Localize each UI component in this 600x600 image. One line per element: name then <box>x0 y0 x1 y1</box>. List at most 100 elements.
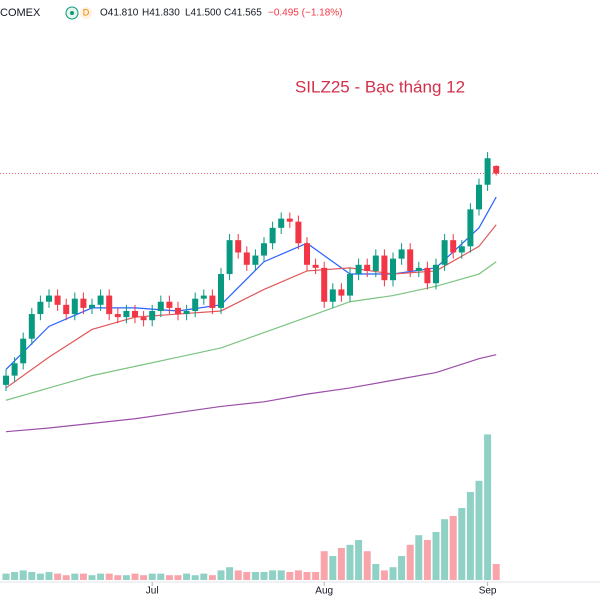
candle-body <box>278 218 285 228</box>
volume-bar <box>183 573 191 580</box>
volume-bar <box>105 573 113 580</box>
candle-body <box>269 227 276 244</box>
low-text: L41.500 <box>185 8 222 19</box>
candle-body <box>381 255 388 281</box>
candle-body <box>243 252 250 265</box>
volume-bar <box>398 556 406 580</box>
volume-bar <box>11 572 19 580</box>
candle-body <box>433 264 439 284</box>
candle-body <box>209 295 216 308</box>
volume-bar <box>208 575 216 580</box>
candle-body <box>3 375 9 385</box>
volume-bar <box>269 570 277 580</box>
open-text: O41.810 <box>100 8 139 19</box>
candle-body <box>123 310 130 318</box>
candle-body <box>200 295 207 299</box>
volume-bars <box>2 434 500 580</box>
volume-bar <box>2 573 10 580</box>
volume-bar <box>372 564 380 580</box>
candle-body <box>46 295 52 302</box>
volume-bar <box>62 575 70 580</box>
candle-body <box>192 298 199 311</box>
volume-bar <box>380 570 388 580</box>
candle-body <box>252 255 259 265</box>
volume-bar <box>406 544 414 580</box>
moving-average <box>5 196 497 370</box>
volume-bar <box>79 573 87 580</box>
candle-body <box>476 184 482 210</box>
candle-body <box>132 310 138 318</box>
candle-body <box>484 158 491 185</box>
candle-body <box>11 363 18 376</box>
volume-bar <box>19 570 27 580</box>
eye-dot <box>70 11 74 15</box>
x-tick-label: Sep <box>479 586 497 597</box>
moving-average <box>5 354 497 433</box>
moving-average <box>5 224 497 389</box>
volume-bar <box>140 575 148 580</box>
candle-body <box>347 274 353 296</box>
candle-body <box>175 307 181 315</box>
candle-body <box>71 298 78 315</box>
volume-bar <box>200 573 208 580</box>
candle-body <box>80 298 87 308</box>
candle-body <box>312 264 319 268</box>
candle-body <box>450 240 457 253</box>
candle-body <box>407 249 414 271</box>
candle-body <box>226 240 233 275</box>
volume-bar <box>484 434 492 580</box>
volume-bar <box>88 575 96 580</box>
candle-body <box>372 255 379 271</box>
candle-body <box>415 267 422 271</box>
candle-body <box>89 304 95 308</box>
candle-body <box>424 267 431 284</box>
volume-bar <box>432 532 440 580</box>
candle-body <box>114 314 121 318</box>
volume-bar <box>337 548 345 580</box>
volume-bar <box>191 575 199 580</box>
candle-body <box>235 240 242 253</box>
volume-bar <box>363 551 371 580</box>
volume-bar <box>217 570 225 580</box>
volume-bar <box>458 508 466 580</box>
candle-body <box>218 274 224 308</box>
candle-body <box>441 240 448 265</box>
volume-bar <box>165 575 173 580</box>
volume-bar <box>157 573 165 580</box>
candle-body <box>304 243 310 265</box>
volume-bar <box>28 572 36 580</box>
close-text: C41.565 <box>224 8 262 19</box>
candle-body <box>157 301 164 311</box>
candle-body <box>390 258 396 281</box>
volume-bar <box>294 570 302 580</box>
volume-bar <box>226 567 234 580</box>
candle-body <box>321 267 328 302</box>
volume-bar <box>234 570 242 580</box>
interval: D <box>83 7 90 17</box>
volume-bar <box>441 519 449 580</box>
candle-body <box>183 310 190 315</box>
x-tick-label: Jul <box>146 586 159 597</box>
volume-bar <box>243 572 251 580</box>
volume-bar <box>355 540 363 580</box>
volume-bar <box>251 572 259 580</box>
volume-bar <box>277 570 285 580</box>
volume-bar <box>36 573 44 580</box>
candle-body <box>398 249 405 259</box>
volume-bar <box>45 572 53 580</box>
candle-body <box>20 338 27 364</box>
volume-bar <box>492 564 500 580</box>
volume-bar <box>466 492 474 580</box>
candle-body <box>54 295 61 305</box>
header: COMEX D O41.810 H41.830 L41.500 C41.565 … <box>0 6 343 20</box>
exchange: COMEX <box>0 7 41 19</box>
volume-bar <box>122 575 130 580</box>
volume-bar <box>389 567 397 580</box>
candle-body <box>261 243 267 256</box>
candle-body <box>355 264 362 275</box>
volume-bar <box>449 516 457 580</box>
annotation: SILZ25 - Bạc tháng 12 <box>295 77 465 96</box>
candle-body <box>493 165 500 174</box>
volume-bar <box>260 572 268 580</box>
